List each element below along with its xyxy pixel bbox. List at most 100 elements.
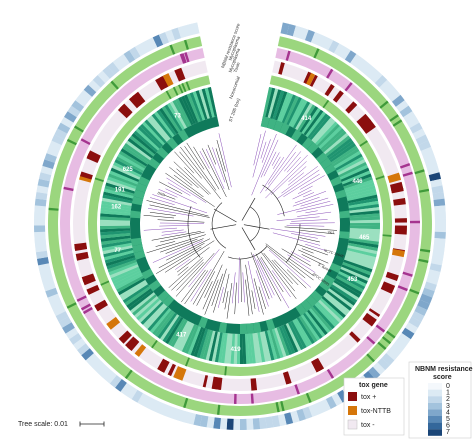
mycoplasma-ring-mark — [66, 302, 77, 309]
cluster-ring-inner-cell — [147, 157, 161, 170]
tree-branch — [272, 156, 281, 170]
tree-branch — [161, 231, 187, 236]
tree-branch — [283, 173, 320, 198]
tree-branch — [159, 222, 205, 224]
nbnm-scale-cell — [428, 429, 442, 436]
tree-branch — [205, 148, 225, 190]
tree-branch — [253, 134, 262, 166]
tree-branch — [292, 189, 312, 200]
nbnm-ring-cell — [434, 218, 446, 226]
cluster-ring-stripe — [114, 273, 143, 290]
tree-branch — [251, 290, 256, 310]
cluster-ring-stripe — [347, 191, 377, 201]
toxin-ring-mark — [94, 177, 104, 182]
tree-branch — [161, 229, 184, 233]
cluster-ring-stripe — [181, 324, 197, 353]
cluster-ring-stripe — [151, 113, 173, 139]
cluster-ring-inner-cell — [265, 318, 276, 331]
nbnm-ring-cell — [432, 250, 445, 259]
nbnm-ring-cell — [60, 116, 74, 129]
cluster-number: 417 — [176, 332, 187, 338]
toxin-ring-mark — [178, 84, 184, 94]
toxin-ring-mark — [359, 140, 368, 147]
nbnm-ring-cell — [415, 134, 429, 146]
tree-branch — [152, 194, 208, 214]
tox-ring-mark — [155, 76, 168, 91]
nbnm-ring-cell — [240, 418, 247, 430]
tree-branch — [217, 286, 224, 308]
cluster-ring-stripe — [285, 323, 302, 352]
nbnm-ring-cell — [47, 293, 61, 304]
tox-ring-mark — [174, 67, 186, 82]
tox-ring-mark — [391, 249, 405, 258]
cluster-ring-stripe — [100, 233, 131, 239]
nbnm-ring-cell — [92, 75, 106, 88]
cluster-ring-stripe — [101, 237, 132, 245]
nbnm-ring-cell — [35, 244, 47, 253]
mycoplasma-ring-mark — [313, 48, 320, 59]
cluster-ring-stripe — [173, 320, 190, 349]
cluster-ring-stripe — [125, 140, 152, 161]
tree-branch — [260, 251, 297, 299]
tree-branch — [159, 225, 190, 227]
nbnm-ring-cell — [171, 27, 182, 41]
cluster-ring-stripe — [335, 153, 363, 171]
cluster-ring-stripe — [214, 332, 223, 363]
nbnm-ring-cell — [429, 263, 442, 272]
tree-branch — [270, 161, 307, 195]
tox-ring-mark — [250, 378, 258, 391]
nbnm-ring-cell — [246, 418, 254, 430]
tree-branch — [204, 279, 219, 315]
cluster-ring-stripe — [190, 326, 204, 357]
cluster-ring-stripe — [104, 185, 135, 197]
cluster-ring-stripe — [108, 173, 138, 187]
nbnm-ring-cell — [424, 281, 437, 292]
track-label: ST 295 (tox) — [228, 97, 241, 122]
cluster-ring-stripe — [265, 87, 276, 118]
cluster-ring-stripe — [313, 119, 336, 144]
nbnm-ring-cell — [39, 269, 52, 279]
cluster-ring-stripe — [178, 323, 195, 352]
cluster-ring-stripe — [104, 252, 135, 264]
nbnm-ring-cell — [75, 94, 89, 107]
nbnm-ring-cell — [355, 57, 368, 71]
mycoplasma-ring-mark — [275, 402, 280, 413]
tree-branch — [165, 188, 197, 204]
cluster-ring-stripe — [159, 314, 180, 341]
tree-tip-label: DRR — [157, 191, 166, 198]
nbnm-ring-cell — [180, 410, 190, 424]
cluster-ring-stripe — [145, 304, 168, 330]
mycoplasma-ring-pink-mark — [402, 171, 413, 177]
nbnm-ring-cell — [399, 105, 413, 118]
cluster-ring-stripe — [112, 268, 141, 285]
nbnm-ring-cell — [97, 70, 110, 84]
tree-branch — [253, 278, 264, 315]
nbnm-ring-cell — [34, 198, 47, 207]
tree-branch — [201, 148, 227, 198]
mycoplasma-ring-pink-mark — [402, 271, 413, 277]
cluster-ring-inner-cell — [329, 262, 342, 274]
cluster-ring-stripe — [267, 330, 278, 360]
cluster-ring-stripe — [227, 333, 233, 364]
mycoplasma-ring-mark — [418, 188, 430, 193]
nbnm-ring-cell — [77, 343, 90, 356]
tree-branch — [286, 224, 325, 227]
nbnm-ring-cell — [434, 231, 446, 239]
nbnm-ring-cell — [62, 322, 75, 334]
tree-branch — [277, 200, 331, 215]
nbnm-scale-label: 6 — [446, 423, 450, 430]
tree-branch — [265, 245, 306, 279]
cluster-ring-stripe — [274, 91, 288, 121]
tox-ring-mark — [394, 225, 407, 235]
cluster-ring-stripe — [108, 262, 138, 276]
cluster-ring-stripe — [338, 271, 367, 287]
cluster-ring-stripe — [149, 308, 172, 334]
cluster-ring-stripe — [102, 194, 133, 204]
nbnm-ring-cell — [322, 37, 334, 51]
cluster-ring-stripe — [101, 203, 132, 211]
cluster-ring-stripe — [107, 259, 137, 273]
cluster-ring-stripe — [122, 284, 150, 304]
nbnm-ring-cell — [34, 212, 46, 220]
nbnm-ring-cell — [73, 338, 86, 351]
cluster-ring-stripe — [305, 111, 326, 138]
